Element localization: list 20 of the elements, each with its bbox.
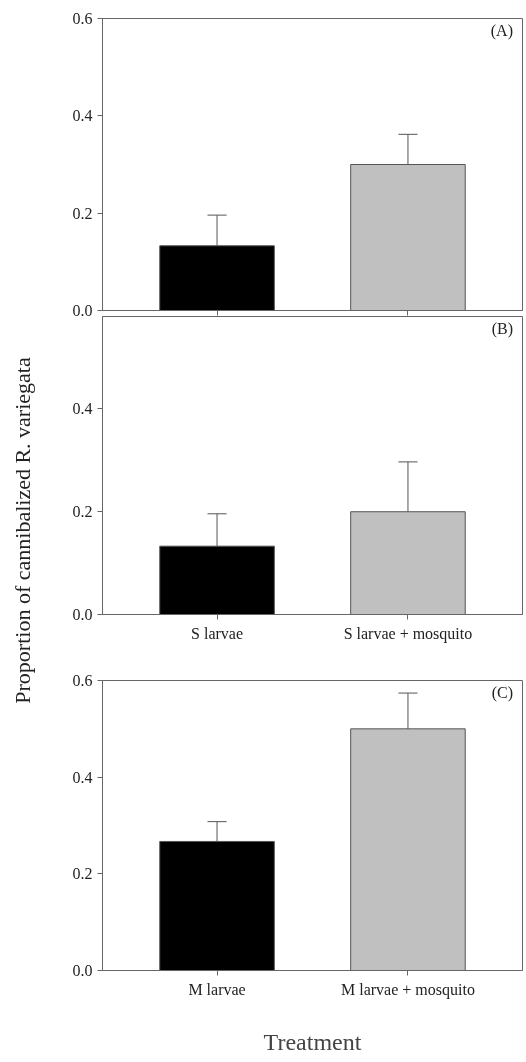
y-tick-label: 0.0 xyxy=(72,302,93,319)
x-tick-label: S larvae xyxy=(191,624,244,642)
annotation: (C) xyxy=(491,683,513,702)
y-tick-label: 0.4 xyxy=(72,400,93,418)
x-axis-title: Treatment xyxy=(263,1028,362,1055)
y-tick-label: 0.0 xyxy=(72,606,93,623)
y-tick-label: 0.2 xyxy=(72,503,93,521)
y-tick-label: 0.6 xyxy=(72,672,93,689)
y-tick-label: 0.2 xyxy=(72,865,93,883)
y-tick-label: 0.2 xyxy=(72,204,93,222)
y-tick-label: 0.6 xyxy=(72,10,93,27)
x-tick-label: S larvae + mosquito xyxy=(343,624,473,643)
annotation: (A) xyxy=(490,21,513,40)
y-tick-label: 0.0 xyxy=(72,962,93,979)
y-tick-label: 0.4 xyxy=(72,107,93,125)
y-axis-title: Proportion of cannibalized R. variegata xyxy=(10,357,35,704)
x-tick-label: M larvae xyxy=(188,980,246,998)
annotation: (B) xyxy=(491,320,513,339)
x-tick-label: M larvae + mosquito xyxy=(341,980,475,999)
y-tick-label: 0.4 xyxy=(72,768,93,786)
